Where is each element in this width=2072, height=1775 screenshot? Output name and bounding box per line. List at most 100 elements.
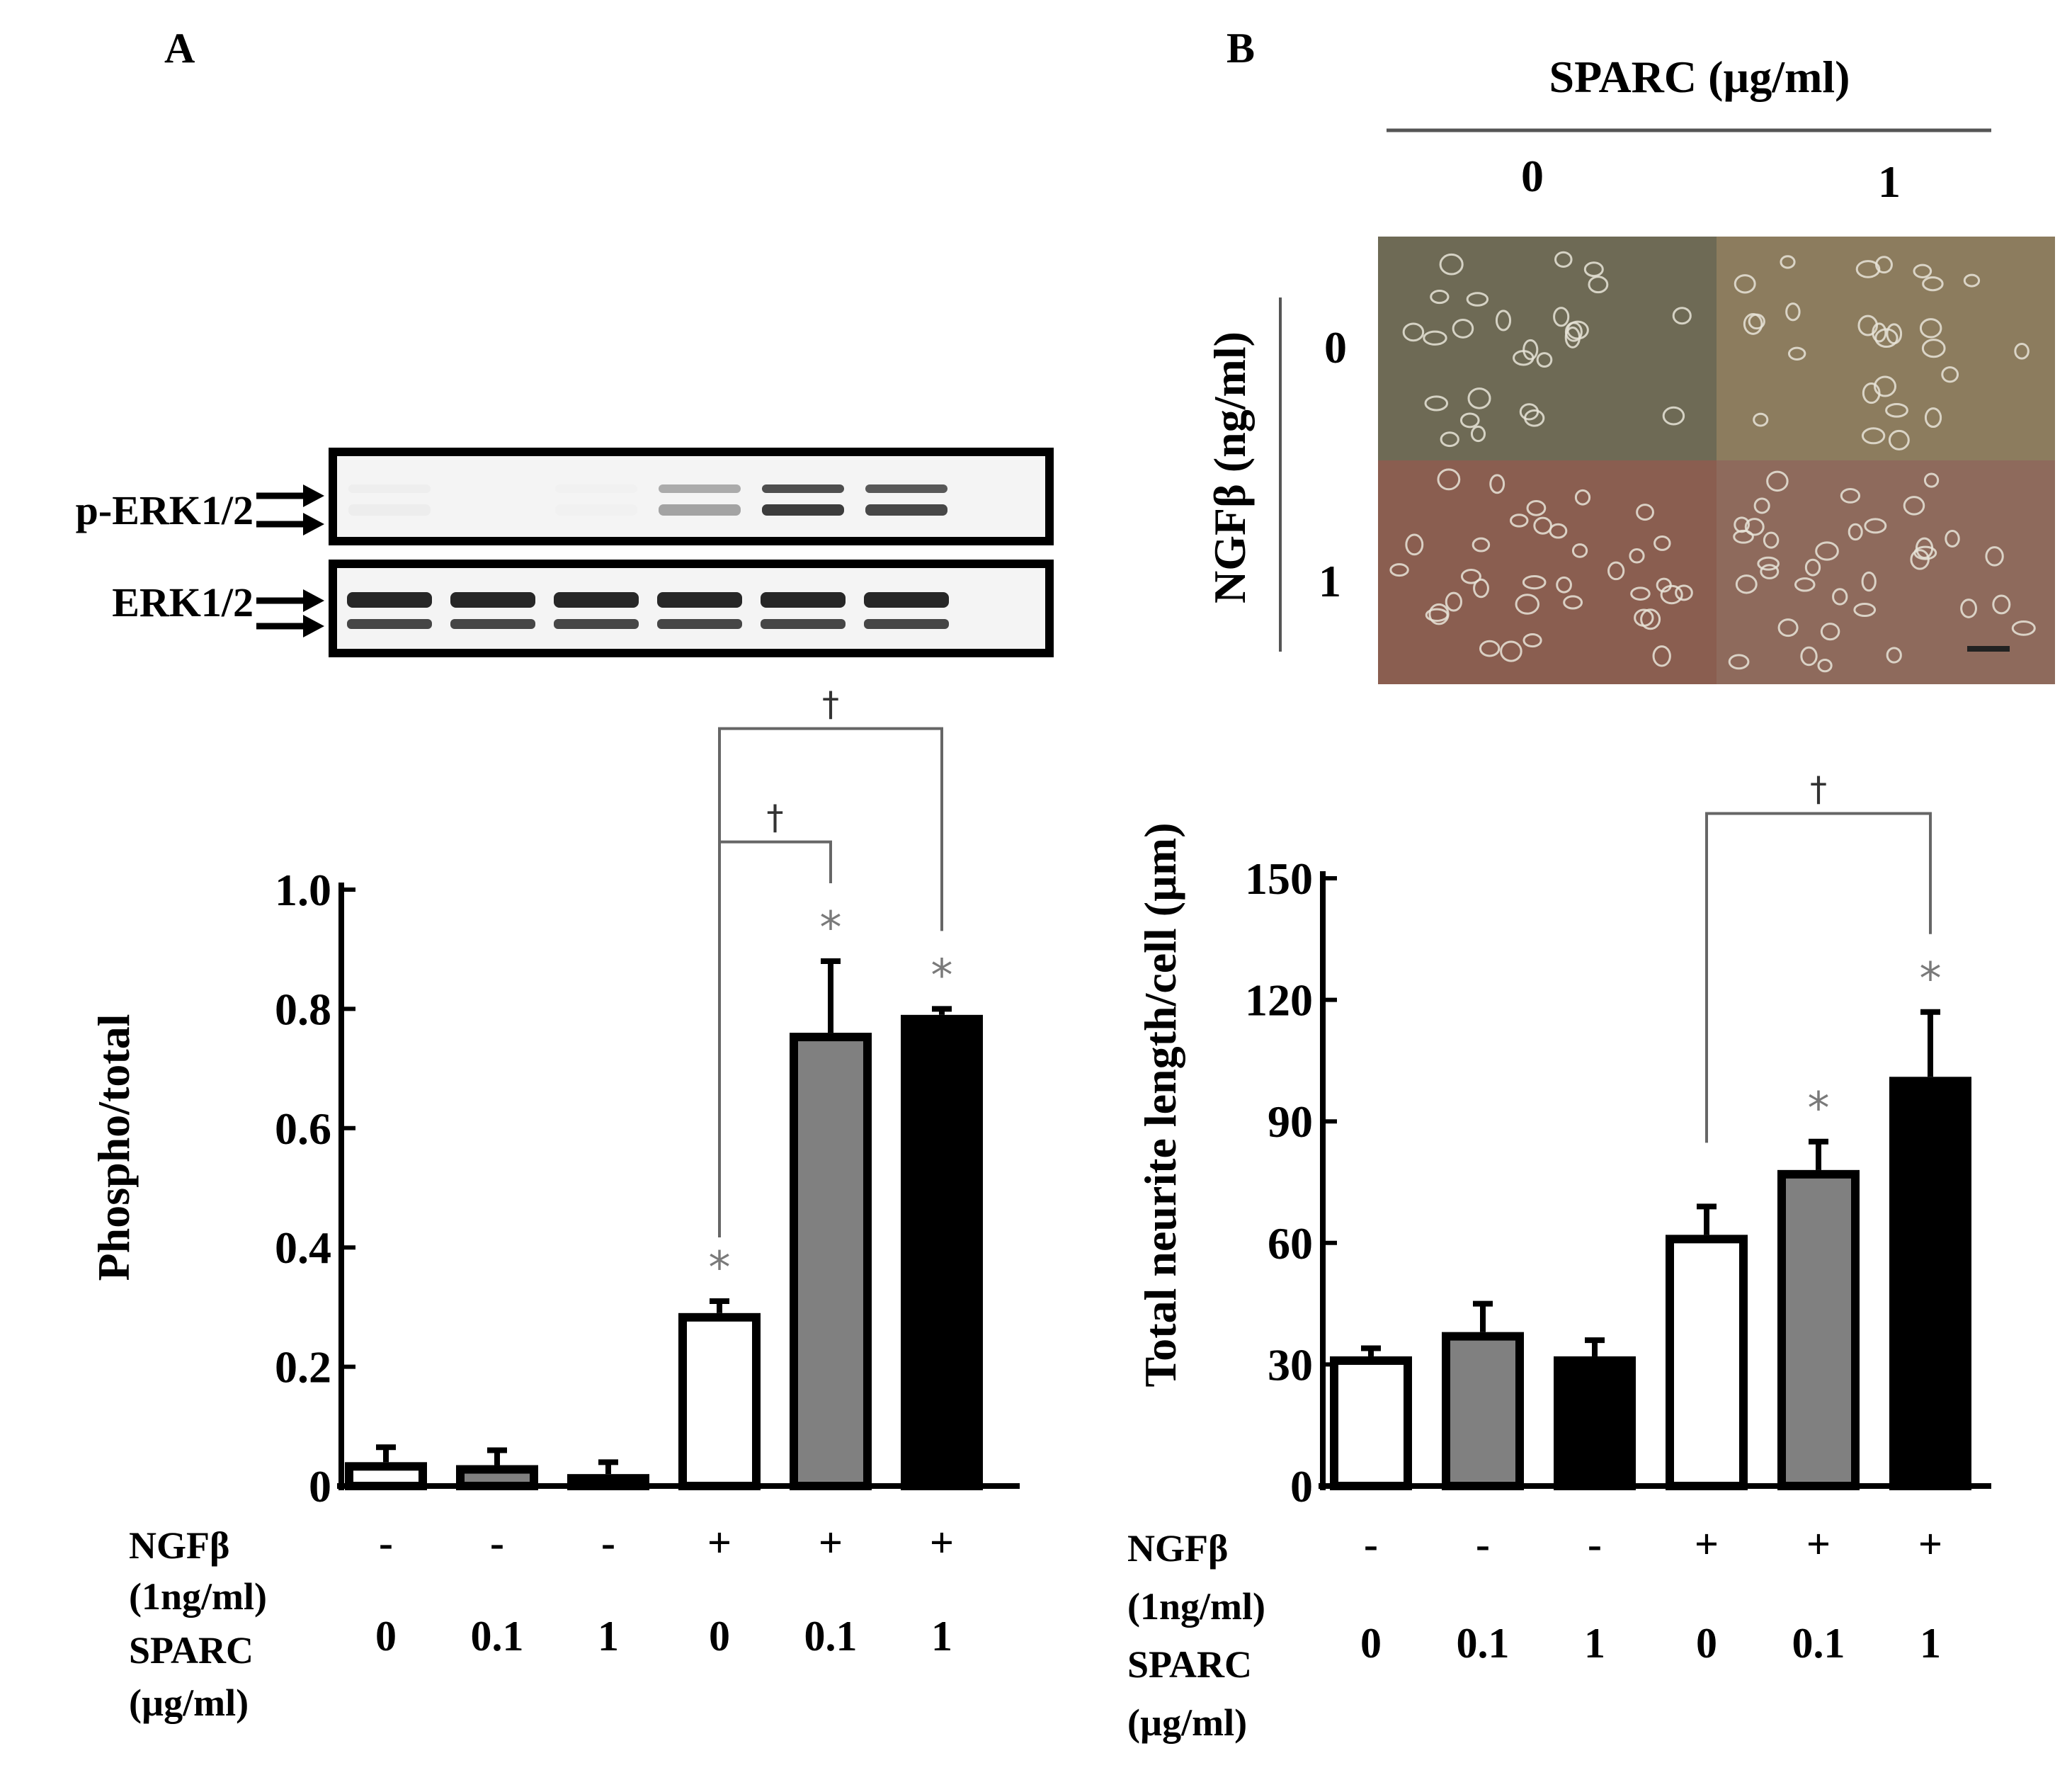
cell [1652,645,1671,667]
cell [1861,571,1877,592]
cell [1571,543,1588,558]
cell [1460,568,1481,584]
chart-b-ytick-label: 30 [1268,1339,1313,1390]
cell [1459,412,1480,429]
total-band-upper [554,592,639,608]
cell [1780,255,1796,269]
phospho-band-upper [865,484,947,493]
cell [1660,584,1683,605]
chart-a-ytick-label: 0.4 [275,1223,331,1273]
cond-b-ngf-value: - [1364,1521,1378,1567]
cell [1510,514,1529,528]
chart-a-significance-star: * [931,949,953,1001]
cell [1777,618,1799,637]
cell [1941,366,1959,383]
cell [1640,608,1661,630]
ngf-row-unit-b: (1ng/ml) [1127,1585,1265,1628]
chart-a-ytick-label: 0.2 [275,1342,331,1393]
total-band-lower [450,619,535,629]
cell [1526,499,1547,516]
phospho-band-lower [865,504,947,516]
conditions-table-b: NGFβ (1ng/ml) SPARC (µg/ml) - - - + + +0 0.1 1 0… [1127,1521,1942,1744]
cell [1513,350,1535,366]
cell [1515,594,1540,615]
micrograph-tile [1378,237,1717,460]
chart-b-ytick-label: 120 [1245,975,1313,1026]
phospho-band-upper [348,484,431,493]
chart-phospho-total: 0 0.2 0.4 0.6 0.8 1.0 Phospho/total * * * † † [89,685,1020,1512]
chart-a-ytick-label: 1.0 [275,865,331,915]
cell [1495,310,1512,331]
cond-a-sparc-value: 1 [931,1613,952,1660]
cond-b-sparc-value: 0.1 [1792,1620,1845,1667]
cond-a-sparc-value: 0 [709,1613,730,1660]
cond-a-ngf-value: - [601,1519,615,1566]
total-band-upper [347,592,432,608]
chart-b-ylabel: Total neurite length/cell (µm) [1135,822,1185,1387]
cell [1672,307,1692,325]
cell [2011,620,2036,636]
chart-b-bar [1777,1169,1860,1490]
chart-a-ytick-label: 0.8 [275,984,331,1034]
chart-a-significance-star: * [820,902,842,953]
cell [1873,375,1897,397]
cell [1489,474,1505,494]
cell [1820,623,1840,641]
sparc-row-label: SPARC [129,1629,254,1672]
cell [1753,412,1769,427]
phospho-band-lower [555,504,637,516]
cond-a-sparc-value: 0.1 [471,1613,524,1660]
cell [1913,545,1937,560]
chart-b-ytick-label: 150 [1245,854,1313,904]
cond-b-ngf-value: + [1918,1521,1942,1567]
cell [1853,603,1877,618]
chart-a-bar [790,1033,872,1490]
phospho-band-lower [659,504,741,516]
cell [1960,599,1977,618]
cell [1985,546,2004,567]
cell [1832,588,1848,606]
cell [1992,594,2011,615]
total-band-lower [554,619,639,629]
cell [1760,564,1780,579]
cell [1921,339,1946,358]
cell [1923,472,1940,488]
chart-b-bar [1889,1077,1971,1490]
phospho-band-lower [452,504,534,516]
total-band-upper [761,592,846,608]
total-band-upper [657,592,742,608]
cond-b-ngf-value: + [1695,1521,1719,1567]
condition-values-a: - - - + + +0 0.1 1 0 0.1 1 [375,1519,954,1660]
cell [1734,516,1750,533]
total-band-upper [864,592,949,608]
cell [1402,322,1425,342]
cond-a-sparc-value: 1 [598,1613,619,1660]
cell [1588,276,1609,294]
cell [1424,395,1449,412]
cell [1630,586,1651,601]
chart-b-bar [1554,1356,1636,1490]
total-blot-panel [329,560,1054,657]
cell [1479,640,1501,657]
panel-a-label: A [164,25,195,72]
cell [1522,339,1539,361]
cell [1903,496,1925,516]
cell [1804,558,1821,577]
blot-bands [347,484,949,629]
chart-a-ytick-label: 0.6 [275,1104,331,1154]
chart-a-bar [456,1465,538,1491]
cell [1861,427,1886,445]
total-erk-label: ERK1/2 [112,579,254,625]
cell [1857,314,1879,336]
micrograph-tile [1717,237,2055,460]
cell [1536,352,1553,368]
cell [1629,548,1645,564]
ngf-row-label: NGFβ [129,1524,229,1567]
total-band-upper [450,592,535,608]
cell [1563,595,1583,610]
cell [1817,658,1833,673]
cell [1467,387,1491,409]
cell [1787,346,1806,361]
cell [1840,487,1861,504]
total-band-lower [864,619,949,629]
